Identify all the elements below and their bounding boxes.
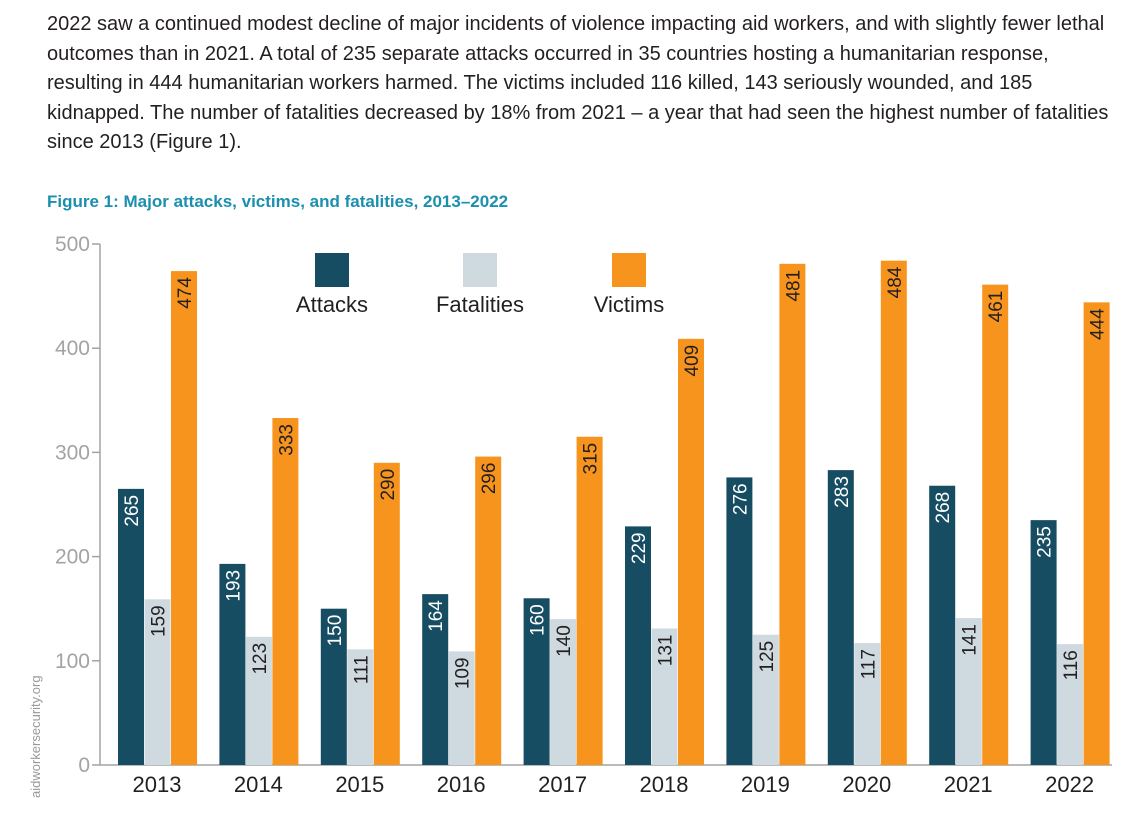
bar-victims-2013 (171, 271, 197, 765)
bar-victims-2014 (272, 418, 299, 765)
bar-value-label: 140 (554, 625, 575, 657)
legend-swatch-attacks (315, 253, 349, 287)
bar-victims-2019 (779, 263, 806, 765)
figure-title: Figure 1: Major attacks, victims, and fa… (47, 192, 509, 211)
bar-value-label: 444 (1088, 308, 1109, 340)
bar-attacks-2016 (422, 594, 449, 765)
bar-victims-2018 (678, 338, 704, 765)
x-category-label: 2021 (944, 772, 993, 797)
bar-attacks-2019 (726, 477, 753, 765)
bar-value-label: 276 (730, 483, 751, 515)
bar-victims-2016 (475, 456, 502, 765)
x-category-label: 2019 (741, 772, 790, 797)
bar-value-label: 484 (885, 266, 906, 298)
bar-value-label: 125 (757, 641, 778, 673)
bar-value-label: 235 (1035, 526, 1056, 558)
bar-fatalities-2015 (347, 649, 374, 765)
bar-fatalities-2017 (550, 619, 577, 765)
bar-attacks-2022 (1030, 520, 1057, 765)
bar-victims-2015 (373, 462, 400, 765)
bar-value-label: 481 (783, 270, 804, 302)
bar-value-label: 474 (175, 277, 196, 309)
x-category-label: 2013 (133, 772, 182, 797)
legend-label-attacks: Attacks (296, 292, 368, 317)
bar-value-label: 116 (1061, 650, 1082, 680)
y-tick-label: 100 (55, 650, 90, 673)
y-tick-label: 0 (78, 754, 90, 777)
bar-value-label: 117 (858, 649, 879, 679)
bar-value-label: 265 (122, 495, 143, 527)
bar-value-label: 141 (960, 624, 981, 656)
bar-value-label: 315 (581, 443, 602, 475)
bar-value-label: 461 (986, 291, 1007, 323)
x-category-label: 2014 (234, 772, 283, 797)
bar-victims-2017 (576, 436, 603, 765)
bar-value-label: 268 (933, 492, 954, 524)
intro-paragraph: 2022 saw a continued modest decline of m… (47, 13, 1109, 153)
bar-victims-2022 (1083, 302, 1110, 765)
bar-fatalities-2021 (955, 618, 982, 765)
bar-fatalities-2013 (144, 599, 171, 765)
y-tick-label: 300 (55, 441, 90, 464)
bar-attacks-2020 (827, 470, 854, 765)
bar-value-label: 296 (479, 463, 500, 495)
legend-swatch-fatalities (463, 253, 497, 287)
bar-victims-2020 (880, 260, 907, 765)
bar-value-label: 290 (378, 469, 399, 501)
bar-fatalities-2022 (1057, 644, 1084, 765)
bar-attacks-2015 (320, 608, 347, 765)
bar-value-label: 229 (629, 532, 650, 564)
bar-value-label: 150 (325, 615, 346, 647)
legend-label-fatalities: Fatalities (436, 292, 524, 317)
bar-value-label: 283 (832, 476, 853, 508)
bar-fatalities-2016 (448, 651, 475, 765)
bar-value-label: 123 (250, 643, 271, 675)
bar-value-label: 159 (149, 605, 170, 637)
y-tick-label: 500 (55, 233, 90, 256)
x-category-label: 2015 (335, 772, 384, 797)
bar-value-label: 160 (528, 604, 549, 636)
bar-value-label: 333 (276, 424, 297, 456)
bar-value-label: 111 (351, 655, 372, 684)
bar-value-label: 131 (656, 634, 677, 666)
bar-victims-2021 (982, 284, 1009, 765)
y-tick-label: 200 (55, 546, 90, 569)
bar-attacks-2018 (625, 526, 651, 765)
x-category-label: 2020 (842, 772, 891, 797)
bar-attacks-2021 (929, 485, 956, 765)
bar-fatalities-2018 (651, 628, 678, 765)
bar-value-label: 109 (453, 657, 474, 689)
bar-fatalities-2020 (854, 643, 881, 765)
legend-swatch-victims (612, 253, 646, 287)
bar-attacks-2014 (219, 563, 246, 765)
x-category-label: 2017 (538, 772, 587, 797)
legend-label-victims: Victims (594, 292, 665, 317)
bar-attacks-2017 (523, 598, 550, 765)
x-category-label: 2016 (437, 772, 486, 797)
bar-value-label: 164 (426, 600, 447, 632)
x-category-label: 2022 (1045, 772, 1094, 797)
bar-fatalities-2019 (752, 634, 779, 765)
x-category-label: 2018 (640, 772, 689, 797)
bar-fatalities-2014 (245, 636, 272, 765)
y-tick-label: 400 (55, 337, 90, 360)
bar-value-label: 409 (682, 345, 703, 377)
bar-value-label: 193 (223, 570, 244, 602)
bar-attacks-2013 (118, 488, 144, 765)
